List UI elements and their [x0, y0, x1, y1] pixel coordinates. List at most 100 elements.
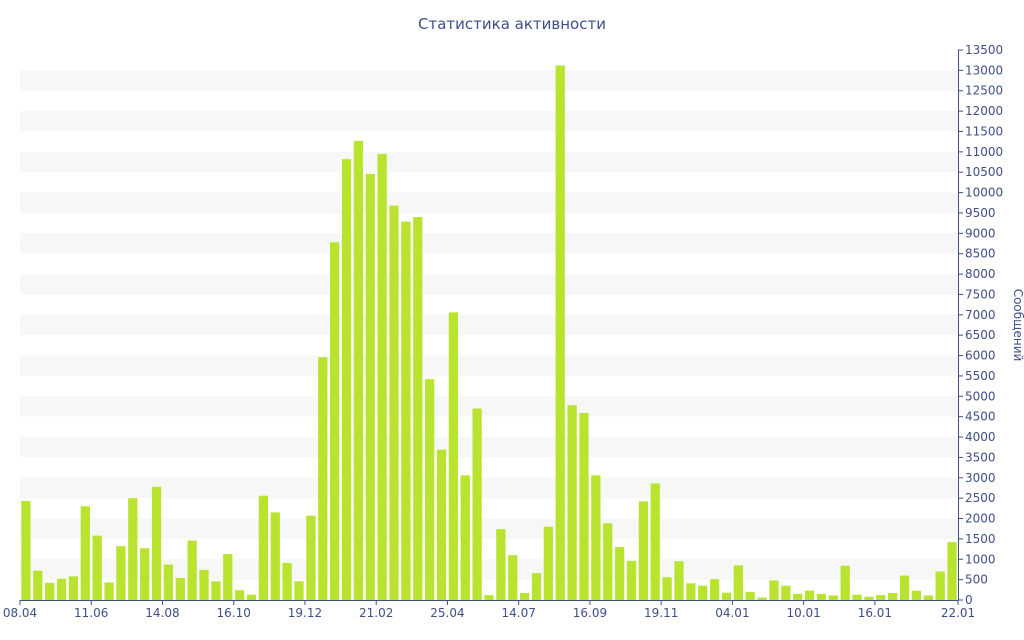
bar: [235, 590, 245, 600]
bar: [306, 515, 316, 600]
bar: [840, 565, 850, 600]
bar: [721, 592, 732, 600]
grid-band: [20, 111, 958, 132]
y-tick-label: 5000: [965, 389, 996, 403]
bar: [614, 547, 625, 600]
bar: [353, 140, 364, 600]
y-tick-label: 3500: [965, 450, 996, 464]
y-tick-label: 1500: [965, 532, 996, 546]
bar: [341, 159, 352, 600]
bar: [425, 379, 435, 600]
bar: [33, 570, 43, 600]
y-tick-label: 3000: [965, 471, 996, 485]
bar: [698, 585, 708, 600]
bar: [864, 596, 874, 600]
bar: [104, 582, 114, 600]
bar: [80, 506, 90, 600]
bar: [555, 65, 565, 601]
x-tick-label: 16.10: [217, 606, 251, 620]
bar: [21, 501, 31, 600]
y-tick-label: 11500: [965, 124, 1003, 138]
grid-band: [20, 233, 958, 254]
bar: [781, 585, 791, 600]
bar: [745, 591, 755, 600]
bar: [626, 560, 637, 600]
bar: [876, 595, 886, 600]
bar: [484, 595, 494, 600]
bar: [389, 205, 399, 600]
bar: [816, 593, 827, 600]
grid-band: [20, 151, 958, 173]
bar: [638, 501, 648, 600]
bar: [733, 565, 743, 600]
bar: [911, 590, 922, 600]
bar: [92, 535, 102, 600]
bars: [21, 65, 957, 601]
x-tick-label: 14.07: [502, 606, 536, 620]
bar: [591, 475, 601, 600]
bar: [662, 577, 672, 600]
x-axis: 08.04 11.06 14.08 16.10 19.12 21.02 25.04 14.07…: [3, 600, 975, 620]
bar: [246, 594, 257, 600]
bar: [757, 597, 767, 600]
x-tick-label: 16.01: [858, 606, 892, 620]
y-tick-label: 8500: [965, 247, 996, 261]
bar: [935, 571, 945, 600]
bar: [769, 580, 779, 600]
bar: [128, 498, 138, 600]
bar: [199, 569, 209, 600]
y-tick-label: 4500: [965, 410, 996, 424]
grid-band: [20, 314, 958, 336]
x-tick-label: 04.01: [715, 606, 749, 620]
y-tick-label: 10000: [965, 186, 1003, 200]
x-tick-label: 10.01: [786, 606, 820, 620]
bar: [804, 590, 815, 600]
y-tick-label: 0: [965, 593, 973, 607]
bar: [947, 542, 957, 600]
y-tick-label: 5500: [965, 369, 996, 383]
y-tick-label: 1000: [965, 552, 996, 566]
bar: [852, 594, 862, 600]
y-tick-label: 8000: [965, 267, 996, 281]
bar: [270, 512, 280, 600]
y-tick-label: 9500: [965, 206, 996, 220]
y-tick-label: 12000: [965, 104, 1003, 118]
bar: [543, 526, 553, 600]
bar: [923, 595, 933, 600]
x-tick-label: 16.09: [573, 606, 607, 620]
y-tick-label: 9000: [965, 226, 996, 240]
bar: [888, 593, 898, 600]
x-tick-label: 08.04: [3, 606, 37, 620]
bar: [899, 575, 910, 600]
grid-band: [20, 518, 958, 539]
bar: [318, 357, 328, 600]
bar: [460, 475, 470, 600]
grid-band: [20, 477, 958, 499]
x-tick-label: 25.04: [430, 606, 464, 620]
bar: [472, 408, 482, 600]
grid-band: [20, 396, 958, 417]
bar: [686, 583, 696, 600]
bar: [116, 546, 126, 600]
bar: [709, 579, 720, 600]
chart-title: Статистика активности: [418, 15, 606, 33]
y-tick-label: 6500: [965, 328, 996, 342]
x-tick-label: 11.06: [74, 606, 108, 620]
bar: [294, 581, 304, 600]
grid-band: [20, 437, 958, 458]
bar: [448, 312, 459, 600]
y-tick-label: 4000: [965, 430, 996, 444]
y-tick-label: 500: [965, 573, 988, 587]
bar: [519, 593, 530, 600]
bar: [579, 413, 589, 600]
bar: [151, 486, 162, 600]
bar: [828, 595, 838, 600]
y-tick-label: 12500: [965, 84, 1003, 98]
x-tick-label: 21.02: [359, 606, 393, 620]
bar: [163, 564, 174, 600]
bar: [140, 548, 150, 600]
grid-bands: [20, 70, 958, 580]
y-axis: 0 500 1000 1500 2000 2500 3000 3500 4000 4500 5000…: [958, 43, 1003, 607]
y-tick-label: 11000: [965, 145, 1003, 159]
bar: [531, 573, 542, 600]
